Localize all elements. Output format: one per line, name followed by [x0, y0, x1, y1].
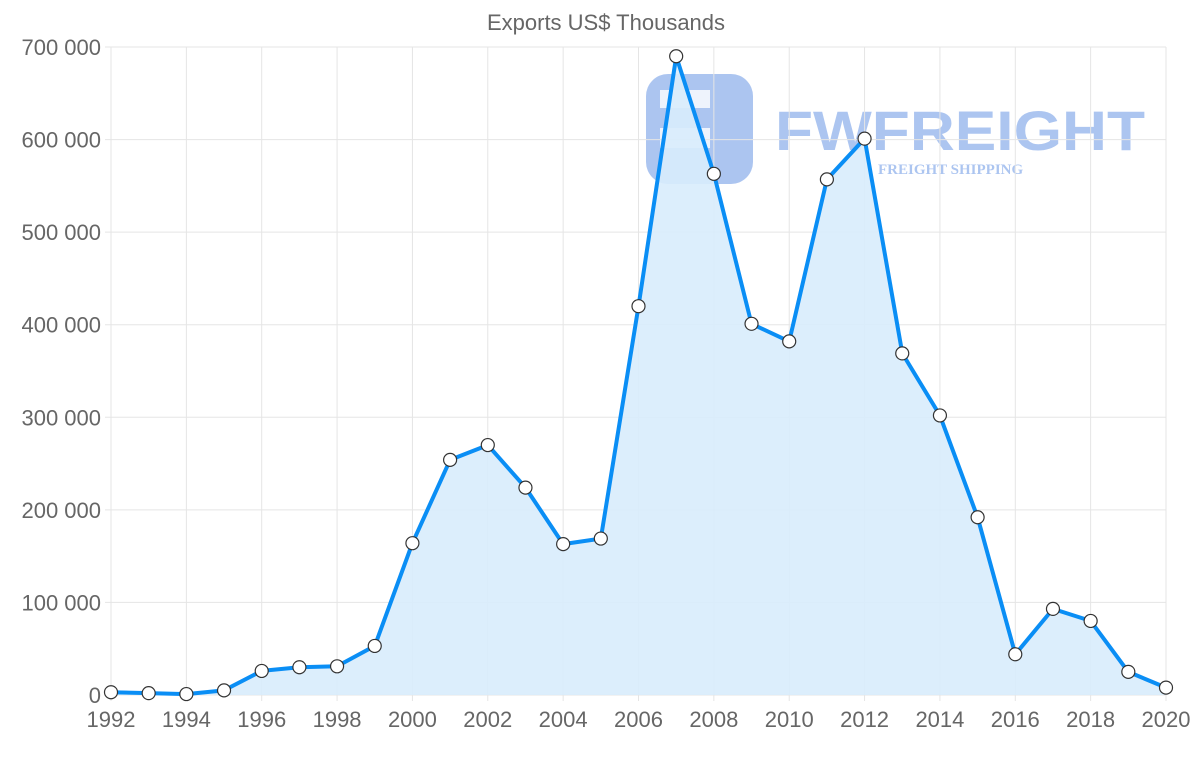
data-point-2002[interactable]	[480, 437, 495, 453]
y-tick-label: 200 000	[21, 498, 101, 523]
data-point-2017[interactable]	[1045, 601, 1061, 617]
exports-area-fill	[111, 56, 1166, 696]
fwfreight-watermark-logo: FWFREIGHT FREIGHT SHIPPING	[646, 74, 1145, 184]
data-point-2020[interactable]	[1158, 680, 1174, 695]
data-point-2016[interactable]	[1008, 647, 1023, 662]
data-point-2003[interactable]	[518, 480, 533, 495]
y-tick-label: 600 000	[21, 128, 101, 153]
y-tick-label: 700 000	[21, 35, 101, 60]
y-tick-label: 300 000	[21, 405, 101, 430]
data-point-1994[interactable]	[179, 686, 194, 702]
data-point-2015[interactable]	[970, 510, 985, 525]
data-point-1996[interactable]	[254, 663, 269, 679]
y-tick-label: 500 000	[21, 220, 101, 245]
data-point-2004[interactable]	[556, 537, 571, 552]
data-point-2007[interactable]	[669, 49, 684, 64]
x-tick-label: 2002	[463, 707, 512, 732]
data-point-2014[interactable]	[932, 408, 948, 423]
svg-text:FREIGHT SHIPPING: FREIGHT SHIPPING	[878, 162, 1023, 178]
x-tick-label: 2006	[614, 707, 663, 732]
data-point-1995[interactable]	[216, 683, 232, 698]
data-point-2005[interactable]	[593, 531, 608, 546]
x-tick-label: 2012	[840, 707, 889, 732]
y-tick-label: 100 000	[21, 590, 101, 615]
x-tick-label: 1992	[87, 707, 136, 732]
x-tick-label: 2010	[765, 707, 814, 732]
x-tick-label: 2014	[915, 707, 964, 732]
y-tick-label: 400 000	[21, 313, 101, 338]
data-point-2019[interactable]	[1121, 664, 1136, 679]
data-point-2013[interactable]	[895, 346, 910, 361]
x-tick-label: 1998	[313, 707, 362, 732]
data-point-2011[interactable]	[819, 172, 834, 187]
x-tick-label: 2004	[539, 707, 588, 732]
data-point-1992[interactable]	[103, 685, 119, 700]
x-tick-label: 2018	[1066, 707, 1115, 732]
data-point-2012[interactable]	[857, 131, 872, 146]
y-tick-label: 0	[89, 683, 101, 708]
data-point-1997[interactable]	[292, 660, 307, 675]
data-point-2000[interactable]	[405, 536, 420, 551]
x-tick-label: 2020	[1142, 707, 1191, 732]
data-point-2010[interactable]	[782, 334, 797, 349]
chart-title: Exports US$ Thousands	[487, 10, 725, 35]
data-point-2006[interactable]	[631, 299, 646, 314]
x-tick-label: 2008	[689, 707, 738, 732]
data-point-1999[interactable]	[367, 638, 382, 654]
x-tick-label: 2000	[388, 707, 437, 732]
data-point-2018[interactable]	[1083, 613, 1098, 629]
svg-text:FWFREIGHT: FWFREIGHT	[775, 99, 1145, 162]
x-tick-label: 1994	[162, 707, 211, 732]
data-point-1998[interactable]	[329, 659, 345, 674]
data-point-2009[interactable]	[744, 316, 759, 331]
x-tick-label: 1996	[237, 707, 286, 732]
data-point-2008[interactable]	[706, 166, 721, 181]
data-point-2001[interactable]	[443, 452, 458, 467]
data-point-1993[interactable]	[141, 686, 156, 701]
x-tick-label: 2016	[991, 707, 1040, 732]
